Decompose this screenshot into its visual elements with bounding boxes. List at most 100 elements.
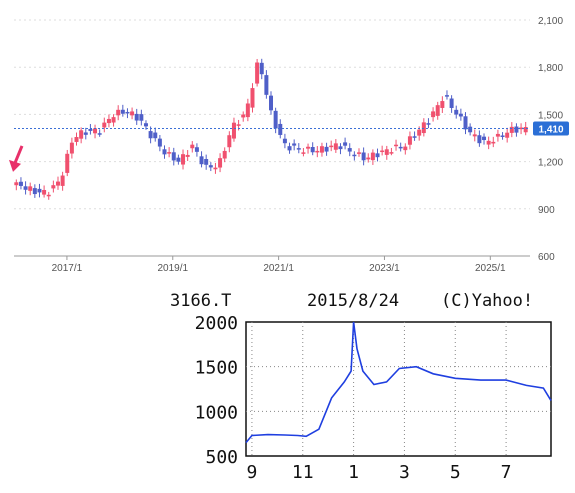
candle-body — [394, 145, 398, 147]
candle-body — [125, 112, 129, 114]
y-tick-label: 1500 — [195, 358, 238, 379]
candle-body — [403, 147, 407, 151]
candle-body — [246, 103, 250, 117]
x-tick-label: 2019/1 — [157, 263, 188, 274]
candle-body — [98, 133, 102, 135]
candle-body — [320, 146, 324, 152]
candle-body — [190, 145, 194, 149]
candle-body — [144, 123, 148, 126]
candle-body — [70, 143, 74, 154]
candle-body — [195, 147, 199, 152]
candle-body — [413, 136, 417, 138]
candle-body — [278, 124, 282, 135]
x-tick-label: 2023/1 — [369, 263, 400, 274]
candle-body — [84, 132, 88, 134]
date-label: 2015/8/24 — [307, 291, 399, 311]
candle-body — [343, 142, 347, 145]
candle-body — [51, 185, 55, 188]
candle-body — [107, 119, 111, 123]
candle-body — [510, 127, 514, 133]
candle-body — [37, 189, 41, 193]
candle-body — [496, 134, 500, 137]
candle-body — [334, 143, 338, 149]
candle-body — [33, 188, 37, 194]
candle-body — [269, 96, 273, 111]
candle-body — [514, 127, 518, 133]
candle-body — [88, 129, 92, 131]
x-tick-label: 2021/1 — [263, 263, 294, 274]
candle-body — [380, 151, 384, 153]
candle-body — [426, 123, 430, 125]
candle-body — [250, 88, 254, 108]
candle-body — [14, 182, 18, 185]
credit-label: (C)Yahoo! — [441, 291, 533, 311]
candle-body — [28, 186, 32, 190]
x-tick-label: 2025/1 — [475, 263, 506, 274]
candle-body — [232, 123, 236, 139]
candle-body — [468, 127, 472, 133]
x-tick-label: 2017/1 — [52, 263, 83, 274]
candle-body — [352, 155, 356, 157]
candle-body — [130, 111, 134, 115]
candle-body — [459, 114, 463, 117]
ticker-label: 3166.T — [170, 291, 231, 311]
candle-body — [417, 130, 421, 136]
y-tick-label: 600 — [538, 252, 555, 263]
y-tick-label: 1,200 — [538, 158, 563, 169]
candle-body — [65, 154, 69, 173]
candle-body — [163, 149, 167, 154]
y-tick-label: 900 — [538, 205, 555, 216]
candle-body — [24, 186, 28, 190]
candle-body — [487, 141, 491, 145]
y-tick-label: 500 — [205, 447, 238, 468]
candle-body — [301, 152, 305, 154]
candle-body — [288, 146, 292, 150]
candle-body — [329, 146, 333, 148]
candle-body — [491, 142, 495, 144]
candle-body — [440, 101, 444, 108]
candle-body — [524, 127, 528, 132]
candle-body — [121, 110, 125, 114]
candle-body — [297, 148, 301, 150]
candle-body — [149, 131, 153, 138]
candle-body — [75, 137, 79, 142]
y-tick-label: 1,800 — [538, 63, 563, 74]
candle-body — [186, 155, 190, 157]
candle-body — [482, 137, 486, 140]
candle-body — [255, 63, 259, 84]
x-tick-label: 11 — [292, 462, 314, 483]
y-tick-label: 1,500 — [538, 110, 563, 121]
candle-body — [172, 152, 176, 160]
candle-body — [116, 110, 120, 115]
candle-body — [61, 176, 65, 186]
candle-body — [283, 139, 287, 143]
candle-body — [338, 146, 342, 149]
candle-body — [274, 111, 278, 129]
candle-body — [408, 136, 412, 144]
candle-body — [357, 152, 361, 154]
candle-body — [477, 135, 481, 143]
candle-body — [209, 165, 213, 167]
candle-body — [237, 124, 241, 126]
candle-body — [450, 99, 454, 108]
x-tick-label: 5 — [450, 462, 461, 483]
candle-body — [213, 168, 217, 170]
candle-body — [158, 139, 162, 147]
arrow-shaft — [15, 146, 22, 163]
candle-body — [260, 63, 264, 74]
candle-body — [436, 105, 440, 116]
candle-body — [223, 151, 227, 159]
candle-body — [102, 123, 106, 128]
candle-body — [181, 154, 185, 164]
candle-body — [362, 152, 366, 160]
candle-body — [292, 143, 296, 145]
candle-body — [505, 133, 509, 138]
candle-body — [47, 195, 51, 197]
candle-body — [464, 116, 468, 129]
candle-body — [79, 130, 83, 138]
candle-body — [348, 148, 352, 152]
candle-body — [389, 152, 393, 154]
